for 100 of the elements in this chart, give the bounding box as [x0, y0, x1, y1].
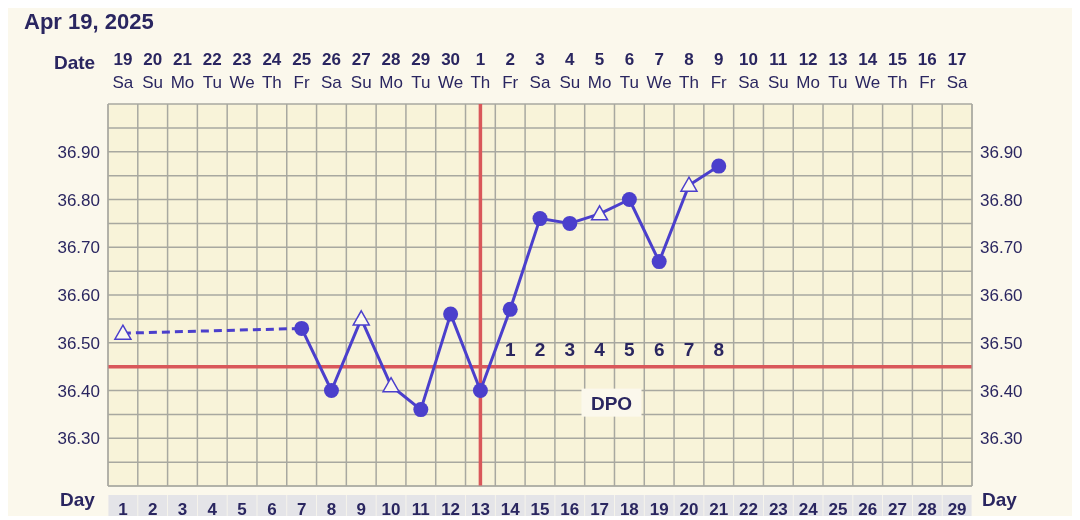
x2-tick-label: 6 Tu: [618, 49, 640, 92]
x-tick-label: 23: [768, 500, 788, 519]
chart-title: Apr 19, 2025: [23, 8, 155, 36]
annotation: 4: [594, 338, 606, 360]
x2-tick-label: 29 Tu: [410, 49, 432, 92]
x2-axis-title: Date: [54, 52, 96, 74]
x2-tick-label: 20 Su: [141, 49, 165, 92]
y-tick-label: 36.70: [57, 238, 100, 258]
x2-tick-label: 26 Sa: [320, 49, 343, 94]
point: [472, 383, 488, 398]
x-tick-label: 9: [356, 500, 366, 519]
x2-tick-label: 1 Th: [469, 49, 492, 92]
x2-tick-label: 3 Sa: [528, 49, 552, 94]
y2-tick-label: 36.90: [980, 142, 1023, 162]
x-tick-label: 24: [798, 500, 819, 519]
x-tick-label: 1: [118, 500, 128, 519]
y2-tick-label: 36.50: [980, 333, 1023, 353]
x-tick-label: 28: [917, 500, 937, 519]
x2-tick-label: 30 We: [437, 49, 465, 94]
point: [294, 320, 310, 336]
annotation: 1: [504, 338, 516, 360]
y2-tick-label: 36.80: [980, 190, 1023, 210]
x-tick-label: 20: [679, 500, 699, 519]
y-tick-label: 36.80: [57, 190, 100, 210]
y2-tick-label: 36.60: [980, 286, 1023, 305]
x-tick-label: 29: [947, 500, 967, 519]
point: [680, 176, 698, 192]
x2-tick-label: 28 Mo: [378, 49, 404, 94]
x-tick-label: 21: [709, 500, 729, 519]
point: [443, 306, 459, 322]
x2-tick-label: 22 Tu: [201, 49, 223, 92]
x2-tick-label: 13 Tu: [827, 49, 849, 92]
point: [651, 254, 667, 270]
x2-tick-label: 19 Sa: [111, 49, 135, 94]
y-tick-label: 36.30: [57, 429, 100, 449]
x2-tick-label: 10 Sa: [737, 49, 760, 94]
annotation: 3: [564, 338, 576, 360]
point: [621, 192, 637, 207]
x-tick-label: 18: [619, 500, 639, 519]
x-tick-label: 6: [267, 500, 277, 519]
x-tick-label: 8: [326, 500, 337, 519]
x-tick-label: 5: [237, 500, 247, 519]
annotation: 7: [683, 338, 695, 360]
x2-tick-label: 24 Th: [260, 49, 283, 92]
x2-tick-label: 23 We: [228, 49, 256, 94]
point: [352, 310, 370, 326]
x2-tick-label: 21 Mo: [169, 49, 196, 94]
annotation: 5: [624, 338, 636, 360]
y-tick-label: 36.60: [57, 286, 100, 305]
y-tick-label: 36.90: [57, 142, 100, 162]
x-tick-label: 10: [381, 500, 401, 519]
x2-tick-label: 14 We: [854, 49, 882, 94]
text: Day: [60, 489, 95, 510]
x-tick-label: 12: [441, 500, 461, 519]
x2-tick-label: 25 Fr: [291, 49, 313, 94]
x2-tick-label: 12 Mo: [795, 49, 821, 94]
point: [382, 376, 400, 393]
point: [502, 301, 518, 317]
x-tick-label: 4: [207, 500, 218, 519]
annotation: 6: [653, 338, 665, 360]
point: [323, 383, 339, 398]
x-tick-label: 3: [177, 500, 188, 519]
point: [590, 205, 609, 221]
x2-tick-label: 7 We: [645, 49, 673, 94]
x-tick-label: 15: [530, 500, 550, 519]
y-tick-label: 36.50: [57, 333, 100, 353]
x-axis-title: Day: [982, 489, 1017, 511]
x-tick-label: 22: [739, 500, 759, 519]
point: [413, 402, 429, 418]
point: [562, 215, 578, 231]
x2-tick-label: 27 Su: [349, 49, 373, 92]
x-tick-label: 16: [560, 500, 580, 519]
x-tick-label: 14: [500, 500, 521, 519]
x2-tick-label: 16 Fr: [916, 49, 938, 94]
x2-tick-label: 15 Th: [886, 49, 909, 92]
point: [532, 211, 548, 227]
x-tick-label: 25: [828, 500, 848, 519]
x-tick-label: 26: [858, 500, 878, 519]
x-tick-label: 19: [649, 500, 669, 519]
x-tick-label: 11: [411, 500, 430, 519]
y2-tick-label: 36.70: [980, 238, 1023, 258]
x-tick-label: 17: [590, 500, 610, 519]
x-tick-label: 13: [470, 500, 490, 519]
annotation: DPO: [590, 392, 633, 414]
point: [114, 324, 132, 340]
x2-tick-label: 11 Su: [766, 49, 790, 92]
annotation: 2: [534, 338, 546, 360]
x-tick-label: 27: [888, 500, 907, 519]
x-tick-label: 7: [296, 500, 307, 519]
x2-tick-label: 5 Mo: [586, 49, 613, 94]
y2-tick-label: 36.40: [980, 381, 1023, 401]
y-tick-label: 36.40: [57, 381, 100, 401]
x2-tick-label: 2 Fr: [501, 49, 520, 94]
x2-tick-label: 9 Fr: [709, 49, 728, 94]
x2-tick-label: 4 Su: [558, 49, 582, 92]
annotation: 8: [713, 338, 725, 360]
x2-tick-label: 8 Th: [678, 49, 700, 92]
point: [711, 158, 727, 174]
x2-tick-label: 17 Sa: [945, 49, 969, 94]
x-tick-label: 2: [147, 500, 158, 519]
